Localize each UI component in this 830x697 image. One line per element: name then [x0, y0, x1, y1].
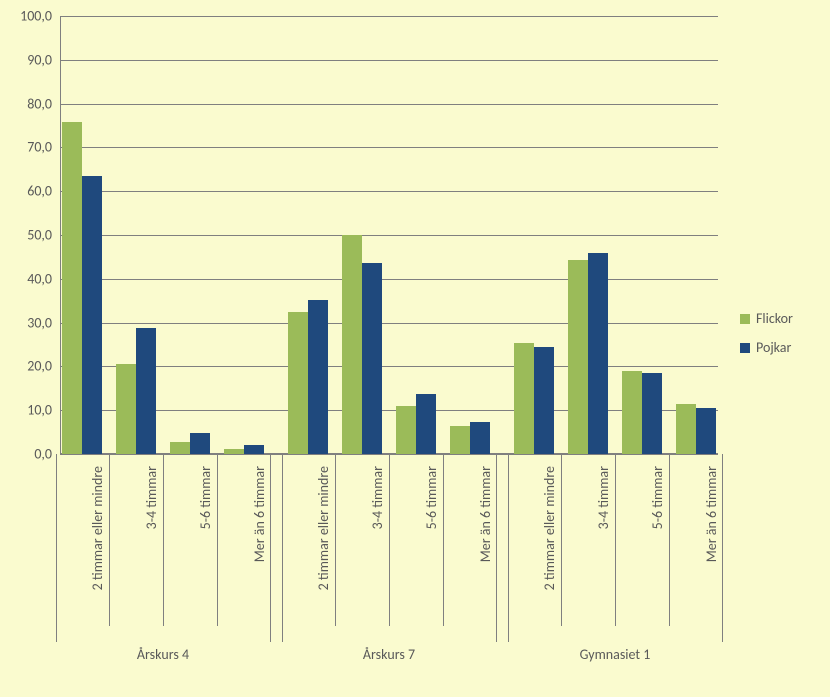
chart-bar — [362, 263, 382, 454]
chart-bar — [450, 426, 470, 454]
x-axis-category-label: Mer än 6 timmar — [477, 466, 494, 666]
chart-bar — [244, 445, 264, 454]
x-axis-tick — [217, 454, 218, 626]
legend-swatch — [740, 314, 750, 324]
x-axis-category-label: 5-6 timmar — [423, 466, 440, 666]
x-axis-category-label: 5-6 timmar — [649, 466, 666, 666]
chart-bar — [622, 371, 642, 454]
y-axis-line — [60, 16, 61, 454]
legend-item: Pojkar — [740, 339, 793, 356]
chart-gridline — [60, 235, 718, 236]
x-axis-category-label: 5-6 timmar — [197, 466, 214, 666]
chart-gridline — [60, 104, 718, 105]
chart-bar — [396, 406, 416, 454]
x-axis-tick — [270, 454, 271, 642]
y-axis-tick-label: 50,0 — [12, 227, 52, 244]
x-axis-tick — [615, 454, 616, 626]
y-axis-tick-label: 100,0 — [12, 8, 52, 25]
chart-bar — [224, 449, 244, 454]
chart-bar — [676, 404, 696, 454]
x-axis-tick — [282, 454, 283, 642]
chart-bar — [568, 260, 588, 454]
chart-bar — [288, 312, 308, 454]
chart-bar — [308, 300, 328, 454]
chart-gridline — [60, 410, 718, 411]
chart-bar — [696, 408, 716, 454]
x-axis-tick — [109, 454, 110, 626]
x-axis-category-label: 2 timmar eller mindre — [541, 466, 558, 666]
chart-bar — [534, 347, 554, 454]
chart-bar — [116, 364, 136, 454]
x-axis-category-label: 2 timmar eller mindre — [315, 466, 332, 666]
x-axis-tick — [669, 454, 670, 626]
chart-bar — [342, 235, 362, 454]
x-axis-tick — [335, 454, 336, 626]
y-axis-tick-label: 60,0 — [12, 183, 52, 200]
chart-gridline — [60, 323, 718, 324]
chart-gridline — [60, 279, 718, 280]
chart-bar — [470, 422, 490, 454]
x-axis-category-label: 3-4 timmar — [143, 466, 160, 666]
y-axis-tick-label: 90,0 — [12, 51, 52, 68]
y-axis-tick-label: 20,0 — [12, 358, 52, 375]
chart-plot-area — [60, 16, 718, 454]
y-axis-tick-label: 80,0 — [12, 95, 52, 112]
x-axis-category-label: 3-4 timmar — [369, 466, 386, 666]
chart-legend: Flickor Pojkar — [740, 310, 793, 356]
x-axis-category-label: Mer än 6 timmar — [703, 466, 720, 666]
legend-label: Flickor — [756, 310, 793, 327]
x-axis-tick — [389, 454, 390, 626]
chart-bar — [514, 343, 534, 454]
x-axis-group-label: Årskurs 4 — [137, 646, 189, 663]
y-axis-tick-label: 70,0 — [12, 139, 52, 156]
y-axis-tick-label: 10,0 — [12, 402, 52, 419]
x-axis-tick — [163, 454, 164, 626]
chart-gridline — [60, 16, 718, 17]
chart-bar — [62, 122, 82, 454]
chart-bar — [642, 373, 662, 454]
x-axis-group-label: Gymnasiet 1 — [580, 646, 651, 663]
x-axis-category-label: 2 timmar eller mindre — [89, 466, 106, 666]
x-axis-tick — [443, 454, 444, 626]
x-axis-tick — [56, 454, 57, 642]
x-axis-category-label: Mer än 6 timmar — [251, 466, 268, 666]
chart-gridline — [60, 60, 718, 61]
chart-bar — [82, 176, 102, 454]
x-axis-tick — [561, 454, 562, 626]
chart-bar — [136, 328, 156, 454]
y-axis-tick-label: 0,0 — [12, 446, 52, 463]
chart-bar — [416, 394, 436, 454]
chart-gridline — [60, 191, 718, 192]
x-axis-group-label: Årskurs 7 — [363, 646, 415, 663]
legend-item: Flickor — [740, 310, 793, 327]
legend-swatch — [740, 343, 750, 353]
chart-bar — [588, 253, 608, 454]
y-axis-tick-label: 40,0 — [12, 270, 52, 287]
x-axis-tick — [508, 454, 509, 642]
legend-label: Pojkar — [756, 339, 791, 356]
chart-bar — [170, 442, 190, 454]
chart-bar — [190, 433, 210, 454]
chart-gridline — [60, 366, 718, 367]
y-axis-tick-label: 30,0 — [12, 314, 52, 331]
x-axis-tick — [496, 454, 497, 642]
x-axis-tick — [722, 454, 723, 642]
chart-gridline — [60, 147, 718, 148]
x-axis-category-label: 3-4 timmar — [595, 466, 612, 666]
